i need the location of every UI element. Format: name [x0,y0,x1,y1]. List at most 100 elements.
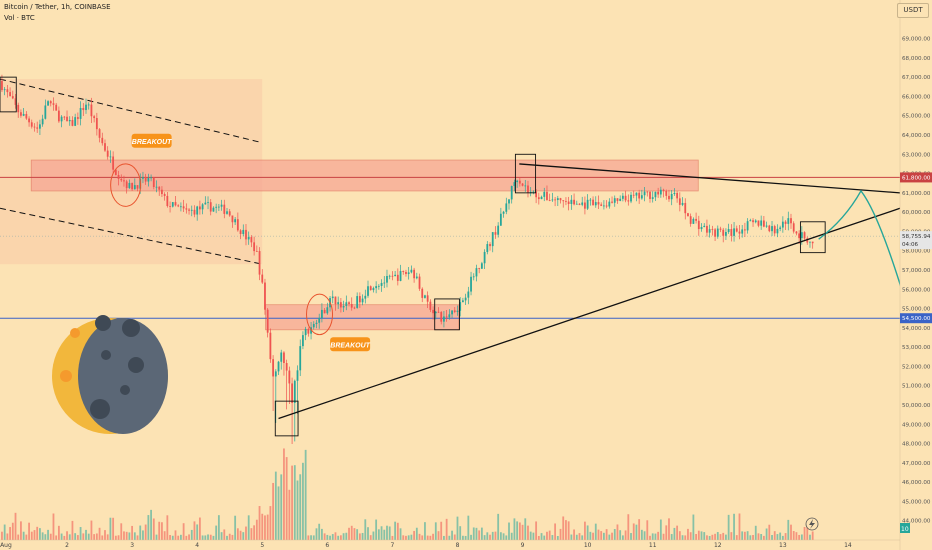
candle-body [529,191,532,193]
candle-body [738,231,741,234]
candle-body [250,237,253,243]
volume-bar [725,534,727,540]
candle-body [760,220,763,226]
candle-body [291,383,293,403]
candle-body [744,229,746,231]
volume-bar [255,519,258,540]
volume-bar [120,523,123,540]
volume-bar [659,519,662,540]
volume-bar [771,535,773,540]
time-tick-label: 5 [260,542,264,549]
time-tick-label: Aug [0,542,12,549]
volume-bar [242,532,245,540]
volume-bar [687,528,689,540]
candle-body [405,271,407,275]
volume-bar [139,525,142,540]
time-tick-label: 8 [456,542,460,549]
candle-body [806,238,809,243]
candle-body [356,296,359,308]
candle-body [443,316,445,322]
volume-bar [722,532,725,540]
price-axis[interactable]: 44,000.00 45,000.00 46,000.00 47,000.00 48,0… [899,0,932,550]
volume-bar [562,516,565,540]
volume-bar [277,486,280,540]
symbol-title[interactable]: Bitcoin / Tether, 1h, COINBASE [4,3,111,11]
lightning-icon[interactable] [805,517,819,531]
volume-bar [76,535,79,540]
candle-body [570,199,573,204]
volume-bar [147,515,150,540]
trendlines [278,163,915,420]
candle-body [706,225,708,233]
volume-bar [1,531,3,540]
candle-body [207,202,209,204]
volume-bar [546,531,548,540]
candle-body [681,202,684,205]
volume-bar [114,535,117,540]
candle-body [388,275,391,277]
volume-bar [364,519,367,540]
currency-scale-button[interactable]: USDT [897,3,929,18]
highlight-box [434,298,460,331]
volume-bar [44,534,47,540]
candle-body [462,300,464,303]
candle-body [594,202,597,206]
candle-body [494,232,497,235]
breakout-label: BREAKOUT [132,139,172,146]
candle-body [603,205,605,207]
volume-bar [285,457,288,540]
volume-bar [798,534,801,540]
time-tick-label: 6 [325,542,329,549]
candle-body [331,296,334,299]
volume-bar [584,521,586,540]
candle-body [784,221,787,224]
volume-bar [334,532,337,540]
volume-bar [49,533,52,540]
price-tick-label: 55,000.00 [902,307,931,313]
candle-body [432,309,434,314]
time-axis[interactable]: Aug 2 3 4 5 6 7 8 9 10 11 12 13 14 [0,539,900,549]
candle-body [752,220,754,223]
horizontal-levels [0,176,900,319]
volume-bar [74,533,77,540]
candle-body [714,229,716,237]
candle-body [746,221,749,231]
candle-body [440,312,443,322]
volume-bar [321,528,323,540]
volume-bar [310,535,312,540]
volume-bar [678,531,681,540]
volume-bar [55,535,58,540]
candle-body [505,203,508,212]
volume-bar [773,531,776,540]
volume-bar [280,474,283,540]
candle-body [261,274,264,283]
candle-body [104,143,106,151]
candle-body [445,316,448,318]
candle-body [350,304,353,308]
candle-body [280,352,283,362]
candle-body [114,169,117,176]
candle-body [182,206,185,209]
highlight-box [799,221,826,254]
time-tick-label: 10 [584,542,592,549]
volume-bar [434,522,437,540]
volume-bar [483,535,486,540]
candle-body [198,206,201,210]
breakout-badge [131,133,172,148]
candle-body [451,310,453,315]
zone-2 [265,304,460,331]
volume-bar [161,522,163,540]
candle-body [123,180,125,182]
volume-bar [570,534,573,540]
volume-bar [329,535,331,540]
volume-indicator-label[interactable]: Vol · BTC [4,14,35,22]
candle-body [687,213,689,217]
candle-body [703,225,706,228]
candle-body [201,204,204,210]
candle-body [421,288,424,298]
candle-body [692,218,695,224]
candle-body [524,185,527,187]
candle-body [762,220,765,227]
candle-body [554,199,556,201]
